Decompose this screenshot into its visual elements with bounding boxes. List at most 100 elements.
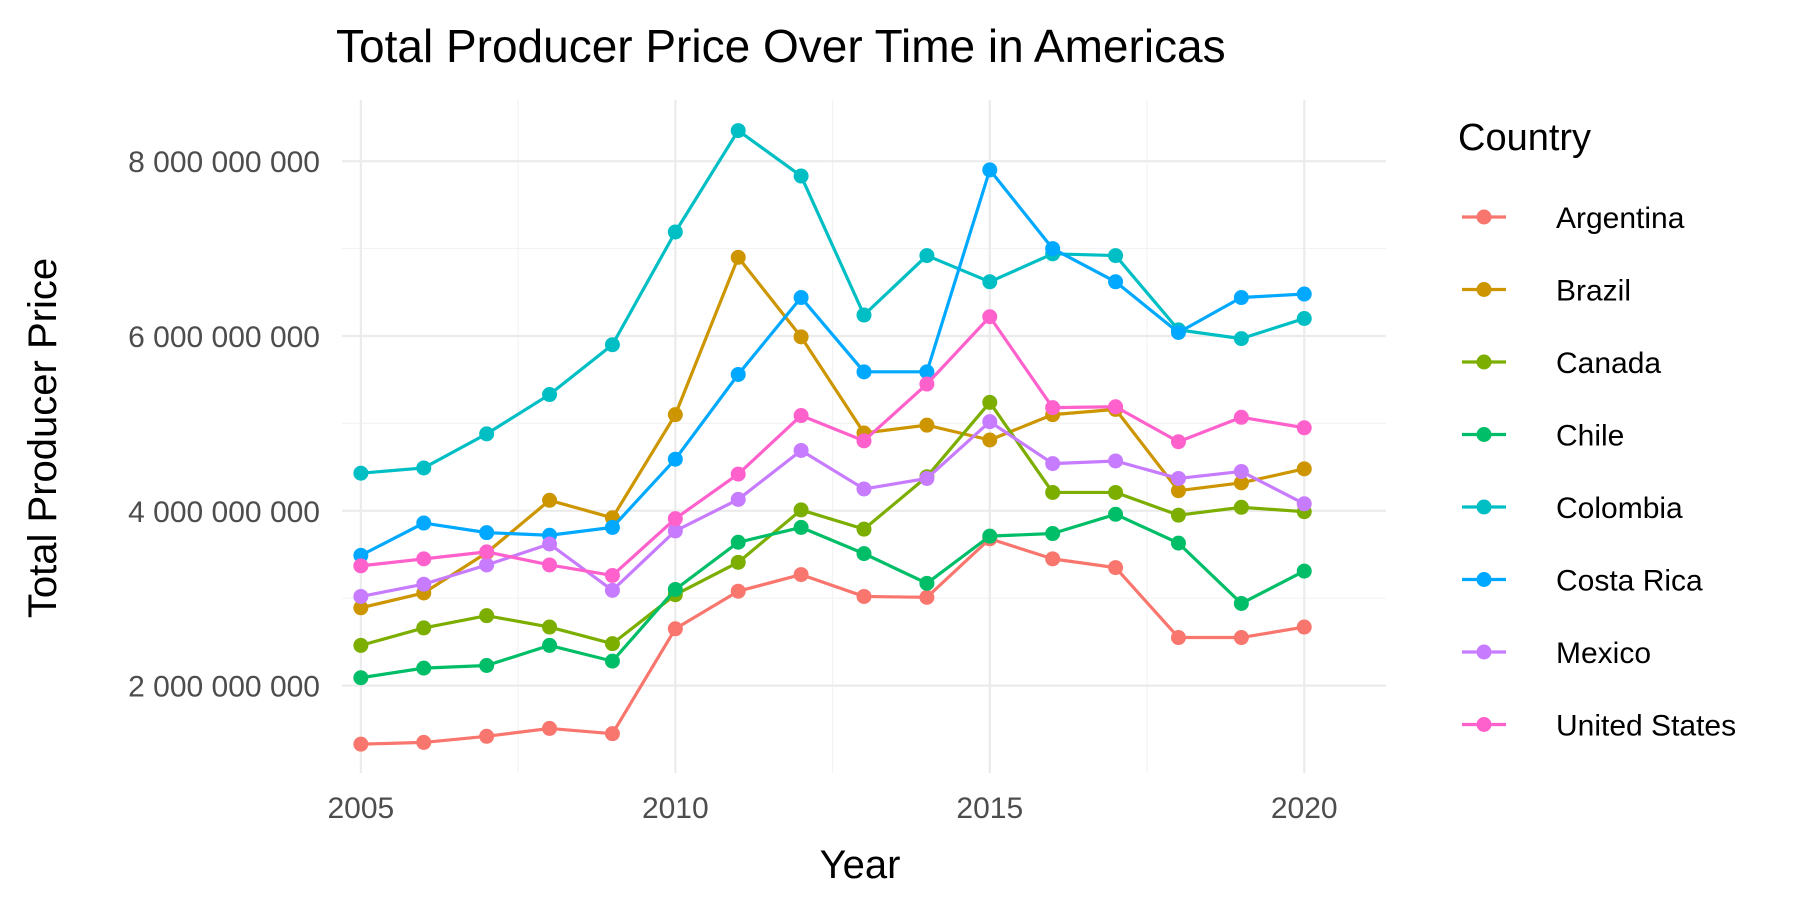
data-point-canada bbox=[1170, 507, 1186, 523]
series-canada bbox=[353, 394, 1312, 653]
data-point-mexico bbox=[416, 576, 432, 592]
legend-marker-united-states bbox=[1476, 717, 1492, 732]
data-point-colombia bbox=[1296, 311, 1312, 327]
y-axis-title: Total Producer Price bbox=[21, 258, 65, 618]
x-axis-title: Year bbox=[820, 843, 901, 887]
series-line-costa-rica bbox=[360, 168, 1305, 557]
data-point-canada bbox=[793, 502, 809, 518]
legend-label-united-states: United States bbox=[1556, 710, 1736, 743]
data-point-mexico bbox=[667, 523, 683, 539]
data-point-colombia bbox=[919, 248, 935, 264]
data-point-chile bbox=[1296, 563, 1312, 579]
legend-item-colombia: Colombia bbox=[1462, 492, 1683, 525]
x-tick-label: 2010 bbox=[642, 792, 709, 825]
data-point-united-states bbox=[479, 544, 495, 560]
data-point-united-states bbox=[919, 376, 935, 392]
data-point-argentina bbox=[730, 583, 746, 599]
data-point-costa-rica bbox=[1233, 290, 1249, 306]
data-point-chile bbox=[542, 637, 558, 653]
data-point-chile bbox=[1233, 595, 1249, 611]
data-point-costa-rica bbox=[1045, 241, 1061, 257]
legend-item-mexico: Mexico bbox=[1462, 637, 1651, 670]
legend-label-mexico: Mexico bbox=[1556, 637, 1651, 670]
data-point-canada bbox=[1108, 484, 1124, 500]
data-point-brazil bbox=[919, 417, 935, 433]
data-point-united-states bbox=[353, 558, 369, 574]
x-tick-label: 2005 bbox=[327, 792, 394, 825]
data-point-argentina bbox=[416, 734, 432, 750]
data-point-chile bbox=[1108, 506, 1124, 522]
x-tick-label: 2015 bbox=[956, 792, 1023, 825]
data-point-colombia bbox=[1233, 331, 1249, 347]
data-point-costa-rica bbox=[416, 515, 432, 531]
data-point-canada bbox=[542, 619, 558, 635]
data-point-colombia bbox=[604, 337, 620, 353]
data-point-canada bbox=[353, 637, 369, 653]
data-point-chile bbox=[604, 653, 620, 669]
data-point-argentina bbox=[793, 567, 809, 583]
legend-marker-costa-rica bbox=[1476, 572, 1492, 587]
data-point-costa-rica bbox=[982, 162, 998, 178]
data-point-chile bbox=[416, 660, 432, 676]
data-point-mexico bbox=[604, 582, 620, 598]
data-point-brazil bbox=[353, 600, 369, 616]
data-point-mexico bbox=[730, 491, 746, 507]
data-point-brazil bbox=[982, 432, 998, 448]
legend-item-canada: Canada bbox=[1462, 347, 1661, 380]
series-line-canada bbox=[360, 400, 1305, 647]
data-point-argentina bbox=[1296, 619, 1312, 635]
legend-item-chile: Chile bbox=[1462, 420, 1624, 453]
series-line-mexico bbox=[360, 420, 1305, 599]
data-point-argentina bbox=[1045, 551, 1061, 567]
data-point-costa-rica bbox=[1296, 286, 1312, 302]
data-point-united-states bbox=[1170, 434, 1186, 450]
data-point-costa-rica bbox=[919, 364, 935, 380]
data-point-mexico bbox=[1233, 463, 1249, 479]
data-point-chile bbox=[919, 575, 935, 591]
data-point-argentina bbox=[1108, 560, 1124, 576]
data-point-costa-rica bbox=[479, 525, 495, 541]
data-point-united-states bbox=[1108, 399, 1124, 415]
legend: Country Argentina Brazil Canada Chile Colomb… bbox=[1458, 117, 1736, 743]
data-point-canada bbox=[1233, 499, 1249, 515]
data-point-mexico bbox=[1170, 470, 1186, 486]
legend-marker-brazil bbox=[1476, 282, 1492, 297]
legend-item-brazil: Brazil bbox=[1462, 275, 1631, 308]
data-point-mexico bbox=[353, 588, 369, 604]
data-point-brazil bbox=[542, 492, 558, 508]
data-point-colombia bbox=[730, 123, 746, 139]
data-point-brazil bbox=[730, 249, 746, 265]
chart-title: Total Producer Price Over Time in Americ… bbox=[336, 20, 1226, 72]
legend-item-united-states: United States bbox=[1462, 710, 1736, 743]
data-point-mexico bbox=[542, 536, 558, 552]
data-point-mexico bbox=[1045, 456, 1061, 472]
series-line-colombia bbox=[360, 128, 1305, 475]
legend-label-colombia: Colombia bbox=[1556, 492, 1683, 525]
data-point-canada bbox=[604, 636, 620, 652]
legend-marker-colombia bbox=[1476, 499, 1492, 515]
y-tick-label: 4 000 000 000 bbox=[128, 496, 320, 529]
series-line-argentina bbox=[360, 537, 1305, 746]
data-point-united-states bbox=[667, 511, 683, 527]
legend-label-argentina: Argentina bbox=[1556, 202, 1685, 235]
data-point-argentina bbox=[667, 621, 683, 637]
series-mexico bbox=[353, 414, 1312, 604]
data-point-mexico bbox=[479, 557, 495, 573]
data-point-mexico bbox=[982, 414, 998, 430]
series-costa-rica bbox=[353, 162, 1312, 563]
data-point-mexico bbox=[793, 442, 809, 458]
y-tick-label: 8 000 000 000 bbox=[128, 146, 320, 179]
data-point-chile bbox=[730, 534, 746, 550]
legend-label-costa-rica: Costa Rica bbox=[1556, 565, 1703, 598]
data-point-costa-rica bbox=[1170, 324, 1186, 340]
data-point-united-states bbox=[1296, 420, 1312, 436]
data-point-united-states bbox=[730, 466, 746, 482]
series-line-brazil bbox=[360, 255, 1305, 610]
data-point-united-states bbox=[416, 551, 432, 567]
data-point-argentina bbox=[479, 728, 495, 744]
data-point-colombia bbox=[667, 224, 683, 240]
data-point-argentina bbox=[542, 720, 558, 736]
data-point-argentina bbox=[919, 589, 935, 605]
data-point-colombia bbox=[856, 307, 872, 323]
axes: 2005 2010 2015 2020 2 000 000 000 4 000 000 0… bbox=[128, 146, 1337, 825]
